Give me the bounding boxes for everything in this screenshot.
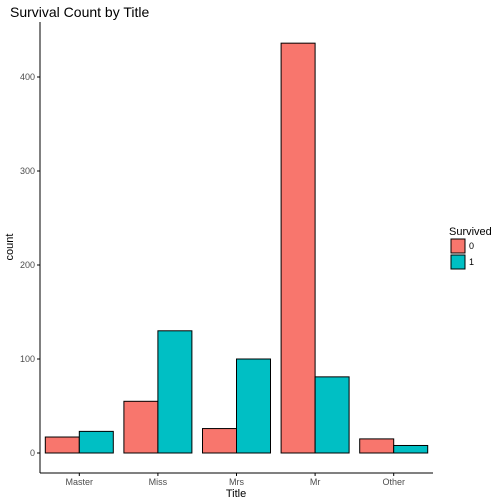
- x-tick-label: Mrs: [229, 477, 244, 487]
- legend-title: Survived: [449, 226, 492, 238]
- legend-label: 0: [469, 241, 474, 251]
- bar-mrs-survived-0: [202, 428, 237, 454]
- y-tick-label: 100: [20, 354, 35, 364]
- x-tick-label: Mr: [310, 477, 321, 487]
- y-tick-label: 300: [20, 166, 35, 176]
- bar-other-survived-1: [393, 444, 429, 454]
- x-tick-label: Other: [382, 477, 405, 487]
- bar-mr-survived-1: [314, 376, 350, 454]
- y-axis-title: count: [4, 234, 16, 261]
- bar-miss-survived-1: [157, 330, 193, 454]
- legend-items: 01: [450, 238, 474, 270]
- y-tick-label: 200: [20, 260, 35, 270]
- legend-label: 1: [469, 257, 474, 267]
- legend: Survived 01: [449, 226, 492, 270]
- x-tick-label: Master: [66, 477, 94, 487]
- legend-key-survived-1: [450, 254, 466, 270]
- y-tick-label: 400: [20, 72, 35, 82]
- bar-master-survived-0: [44, 436, 80, 454]
- bar-other-survived-0: [359, 438, 395, 454]
- chart-title: Survival Count by Title: [10, 4, 149, 20]
- bar-mrs-survived-1: [236, 358, 271, 454]
- bar-mr-survived-0: [280, 42, 316, 454]
- bars: [44, 42, 429, 454]
- legend-key-survived-0: [450, 238, 466, 254]
- x-axis-title: Title: [226, 488, 246, 500]
- x-axis-ticks: Master Miss Mrs Mr Other: [66, 473, 405, 487]
- y-tick-label: 0: [30, 448, 35, 458]
- bar-master-survived-1: [78, 430, 114, 454]
- y-axis-ticks: 0 100 200 300 400: [20, 72, 40, 458]
- bar-miss-survived-0: [123, 400, 159, 454]
- x-tick-label: Miss: [149, 477, 168, 487]
